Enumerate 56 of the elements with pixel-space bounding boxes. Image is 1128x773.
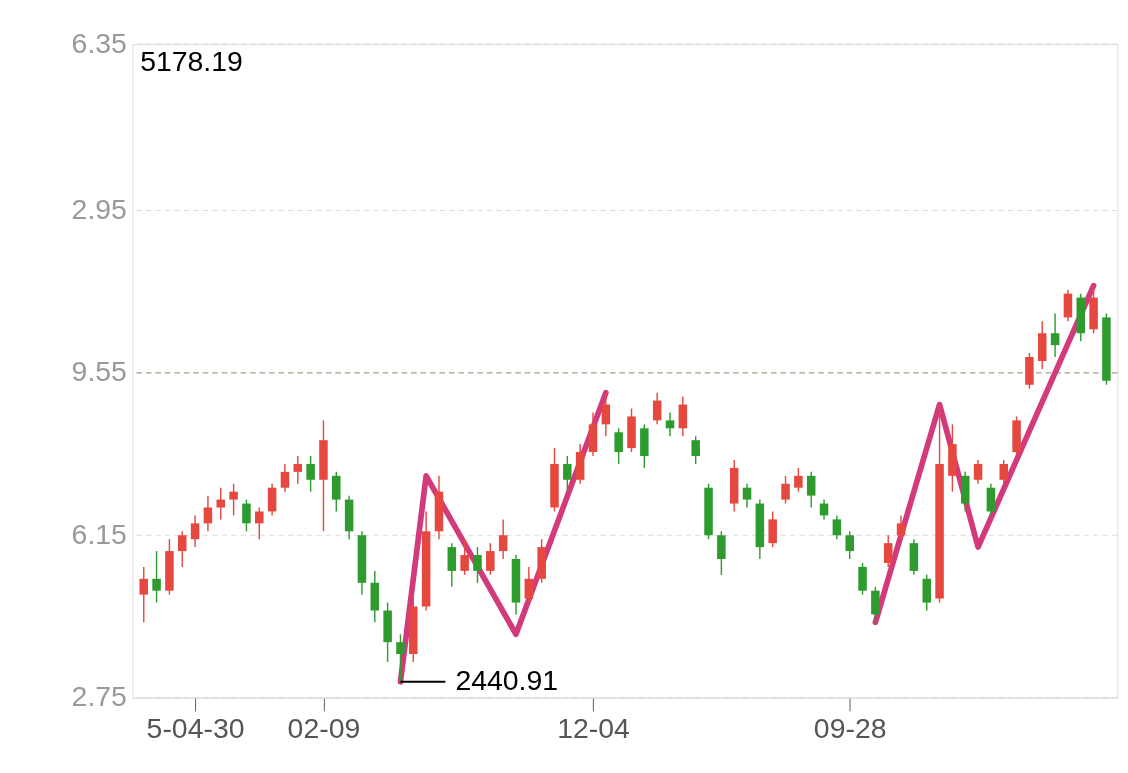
text: 9.55: [71, 355, 127, 388]
text: 5178.19: [140, 44, 243, 77]
candlestick: [139, 566, 149, 624]
candlestick: [883, 534, 893, 568]
candlestick: [986, 483, 996, 517]
candlestick: [293, 455, 303, 485]
candlestick: [1050, 312, 1060, 358]
candlestick: [896, 514, 906, 540]
candlestick: [216, 487, 226, 521]
candlestick: [858, 562, 867, 596]
candlestick: [601, 391, 611, 437]
candlestick: [332, 471, 341, 513]
candlestick: [691, 435, 700, 465]
candlestick: [460, 538, 469, 576]
candlestick: [486, 542, 495, 576]
candlestick: [190, 514, 200, 548]
candlestick: [1063, 288, 1073, 323]
candlestick: [845, 530, 854, 560]
candlestick: [781, 475, 790, 505]
candlestick: [614, 427, 623, 465]
candlestick: [742, 483, 752, 509]
candlestick: [768, 510, 777, 548]
candlestick: [152, 550, 161, 604]
annotation: 2440.91: [455, 664, 559, 697]
x-tick-label: 12-04: [557, 711, 630, 744]
candlestick: [306, 455, 315, 493]
x-tick-label: 02-09: [287, 711, 361, 744]
candlestick: [177, 530, 187, 568]
candlestick: [447, 542, 457, 588]
candlestick: [794, 467, 803, 493]
candlestick: [665, 411, 675, 437]
x-tick-label: 09-28: [813, 711, 887, 744]
text: 2.75: [71, 680, 127, 713]
candlestick: [832, 514, 842, 540]
text: 2.95: [71, 192, 127, 225]
candlestick: [999, 459, 1008, 485]
text: 6.35: [71, 26, 127, 59]
candlestick: [871, 586, 880, 624]
text: 6.15: [71, 517, 127, 550]
candlestick: [255, 506, 264, 540]
candlestick: [922, 574, 931, 612]
x-tick-label: 5-04-30: [146, 711, 245, 744]
candlestick: [524, 566, 534, 604]
candlestick: [396, 633, 405, 683]
candlestick: [473, 546, 482, 584]
candlestick: [280, 463, 290, 493]
candlestick: [973, 459, 983, 485]
candlestick: [498, 518, 508, 560]
candlestick: [242, 498, 251, 532]
candlestick: [563, 455, 572, 493]
candlestick: [267, 483, 277, 517]
candlestick: [229, 483, 238, 517]
candlestick: [678, 395, 688, 437]
candlestick: [652, 391, 662, 426]
candlestick: [806, 471, 816, 509]
candlestick: [717, 530, 726, 576]
